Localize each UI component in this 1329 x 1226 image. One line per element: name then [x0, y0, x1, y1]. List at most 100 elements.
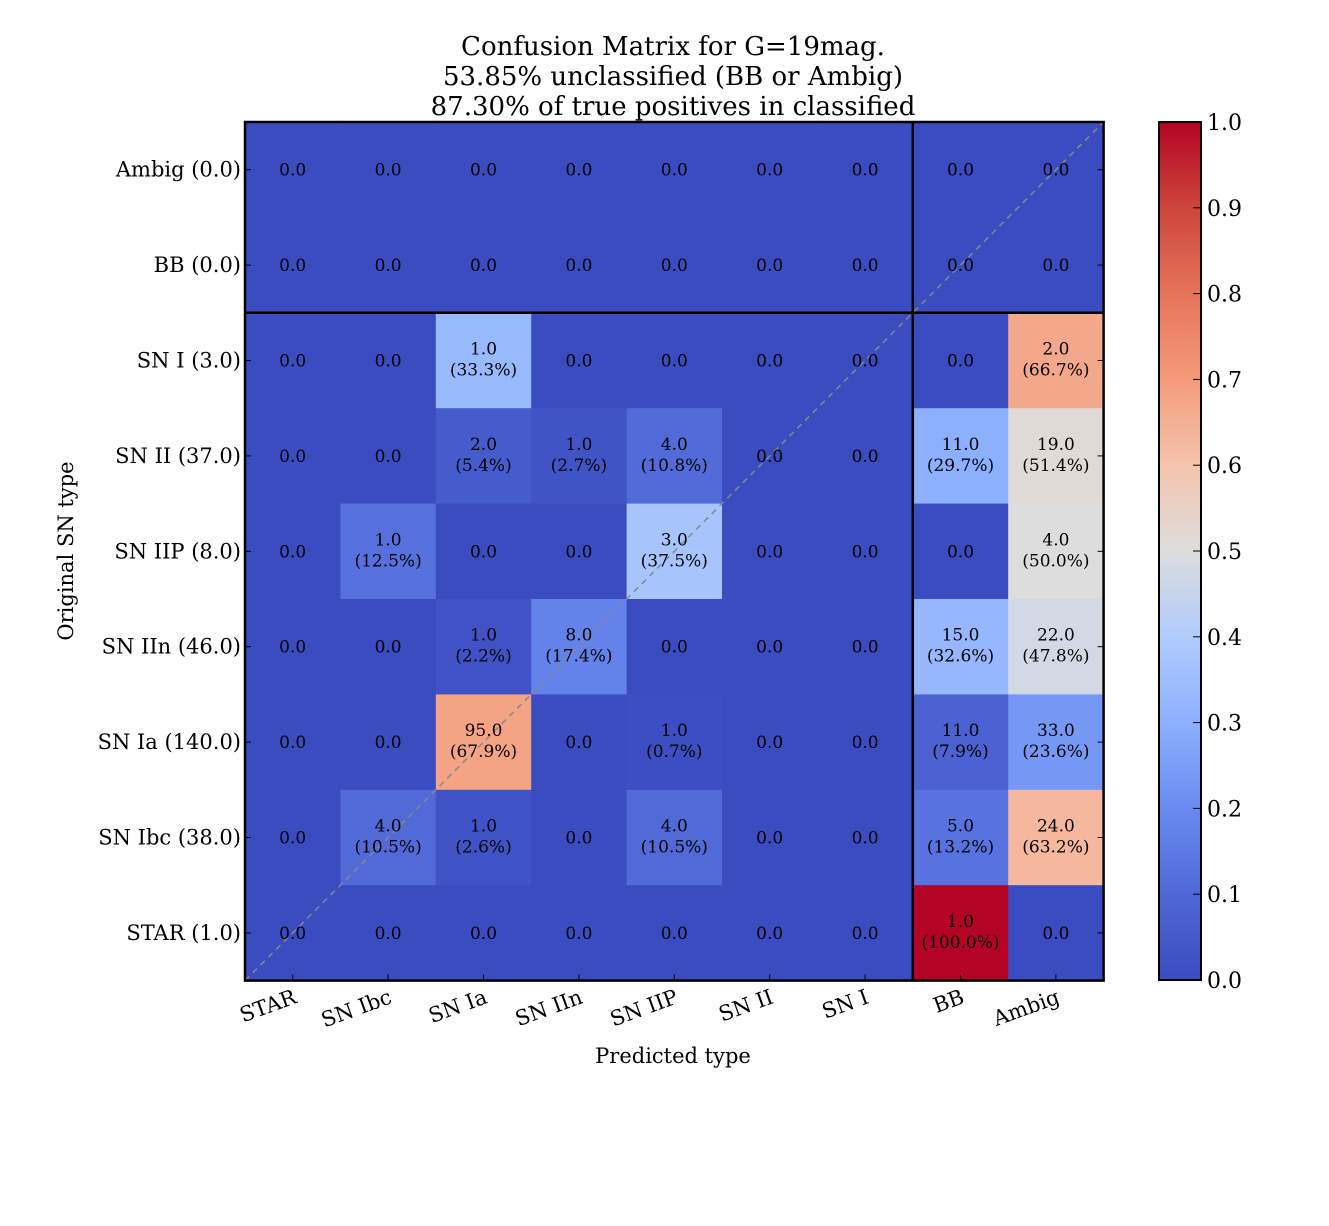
cell-count-label: 0.0	[852, 447, 879, 467]
cell-count-label: 0.0	[852, 352, 879, 372]
cell-percent-label: (51.4%)	[1022, 456, 1089, 476]
cell-percent-label: (0.7%)	[646, 742, 702, 762]
heatmap-cell	[245, 789, 341, 886]
colorbar-tick-label: 0.3	[1207, 712, 1242, 737]
heatmap-cell	[817, 503, 914, 600]
x-tick-label: SN Ibc	[318, 985, 395, 1032]
cell-count-label: 0.0	[1042, 924, 1069, 944]
heatmap-cell	[626, 694, 723, 791]
cell-count-label: 1.0	[470, 340, 497, 360]
cell-percent-label: (33.3%)	[450, 361, 517, 381]
cell-count-label: 0.0	[375, 447, 402, 467]
colorbar-tick-label: 0.8	[1207, 283, 1242, 308]
cell-count-label: 0.0	[470, 924, 497, 944]
cell-count-label: 0.0	[756, 733, 783, 753]
heatmap-cell	[340, 885, 437, 982]
cell-count-label: 0.0	[947, 161, 974, 181]
heatmap-cell	[912, 312, 1009, 409]
heatmap-cell	[435, 122, 532, 218]
diagonal-reference-line	[244, 121, 1105, 982]
cell-count-label: 2.0	[1042, 340, 1069, 360]
colorbar-tick-label: 0.0	[1207, 969, 1242, 994]
cell-count-label: 3.0	[661, 530, 688, 550]
heatmap-cell	[912, 408, 1009, 505]
cell-count-label: 24.0	[1037, 817, 1075, 837]
cell-percent-label: (63.2%)	[1022, 838, 1089, 858]
heatmap-cell	[435, 503, 532, 600]
cell-count-label: 0.0	[661, 638, 688, 658]
heatmap-cell	[912, 885, 1009, 982]
cell-count-label: 4.0	[375, 817, 402, 837]
heatmap-cell	[340, 217, 437, 314]
heatmap-cell	[340, 312, 437, 409]
heatmap-cell	[531, 217, 628, 314]
heatmap-cell	[722, 122, 818, 218]
cell-count-label: 1.0	[470, 626, 497, 646]
heatmap-cell	[340, 408, 437, 505]
cell-count-label: 0.0	[852, 924, 879, 944]
heatmap-cells	[245, 122, 1105, 982]
cell-count-label: 0.0	[756, 829, 783, 849]
heatmap-cell-labels: 0.0 0.0 0.0 0.0 0.0 0.0 0.0 0.0 0.0 0.0 0.0 0.0 0.0 0…	[279, 161, 1089, 953]
cell-count-label: 0.0	[565, 924, 592, 944]
heatmap-cell	[245, 312, 341, 409]
title-line-1: Confusion Matrix for G=19mag.	[461, 32, 885, 62]
title-line-3: 87.30% of true positives in classified	[431, 92, 916, 122]
heatmap-cell	[340, 503, 437, 600]
heatmap-cell	[722, 789, 818, 886]
heatmap-cell	[912, 789, 1009, 886]
cell-percent-label: (100.0%)	[921, 933, 999, 953]
heatmap-cell	[531, 885, 628, 982]
cell-count-label: 0.0	[661, 352, 688, 372]
heatmap-cell	[912, 503, 1009, 600]
cell-count-label: 0.0	[756, 924, 783, 944]
cell-count-label: 33.0	[1037, 721, 1075, 741]
cell-count-label: 0.0	[1042, 256, 1069, 276]
heatmap-cell	[531, 694, 628, 791]
cell-percent-label: (10.5%)	[641, 838, 708, 858]
heatmap-cell	[817, 885, 914, 982]
heatmap-cell	[1008, 885, 1105, 982]
cell-count-label: 0.0	[375, 161, 402, 181]
cell-percent-label: (7.9%)	[932, 742, 988, 762]
x-tick-label: BB	[930, 985, 967, 1018]
heatmap-cell	[435, 789, 532, 886]
cell-count-label: 0.0	[852, 256, 879, 276]
cell-count-label: 11.0	[942, 435, 980, 455]
cell-count-label: 0.0	[375, 256, 402, 276]
heatmap-cell	[435, 885, 532, 982]
cell-percent-label: (13.2%)	[927, 838, 994, 858]
cell-count-label: 15.0	[942, 626, 980, 646]
cell-count-label: 0.0	[470, 542, 497, 562]
heatmap-cell	[626, 789, 723, 886]
y-tick-label: STAR (1.0)	[126, 921, 241, 945]
heatmap-cell	[435, 217, 532, 314]
heatmap-cell	[722, 694, 818, 791]
heatmap-cell	[722, 217, 818, 314]
cell-count-label: 0.0	[947, 352, 974, 372]
heatmap-cell	[340, 599, 437, 695]
heatmap-cell	[1008, 408, 1105, 505]
cell-count-label: 0.0	[661, 924, 688, 944]
heatmap-cell	[817, 408, 914, 505]
cell-count-label: 4.0	[661, 817, 688, 837]
x-tick-label: SN Ia	[425, 985, 490, 1028]
heatmap-cell	[245, 599, 341, 695]
cell-count-label: 0.0	[279, 542, 306, 562]
diagonal-line	[244, 121, 1105, 982]
colorbar-tick-label: 0.6	[1207, 454, 1242, 479]
heatmap-cell	[1008, 694, 1105, 791]
cell-percent-label: (50.0%)	[1022, 551, 1089, 571]
cell-count-label: 0.0	[565, 542, 592, 562]
cell-count-label: 1.0	[470, 817, 497, 837]
cell-percent-label: (66.7%)	[1022, 361, 1089, 381]
heatmap-cell	[626, 599, 723, 695]
x-tick-label: SN II	[716, 985, 777, 1027]
x-axis-label: Predicted type	[595, 1044, 751, 1068]
y-tick-label: SN Ia (140.0)	[98, 730, 241, 754]
cell-percent-label: (17.4%)	[545, 647, 612, 667]
x-tick-label: STAR	[236, 984, 300, 1027]
heatmap-cell	[912, 122, 1009, 218]
cell-count-label: 1.0	[947, 912, 974, 932]
